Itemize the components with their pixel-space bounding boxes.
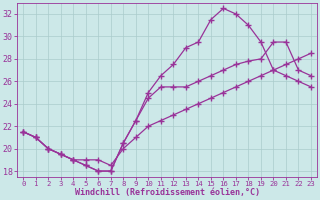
X-axis label: Windchill (Refroidissement éolien,°C): Windchill (Refroidissement éolien,°C) xyxy=(75,188,260,197)
